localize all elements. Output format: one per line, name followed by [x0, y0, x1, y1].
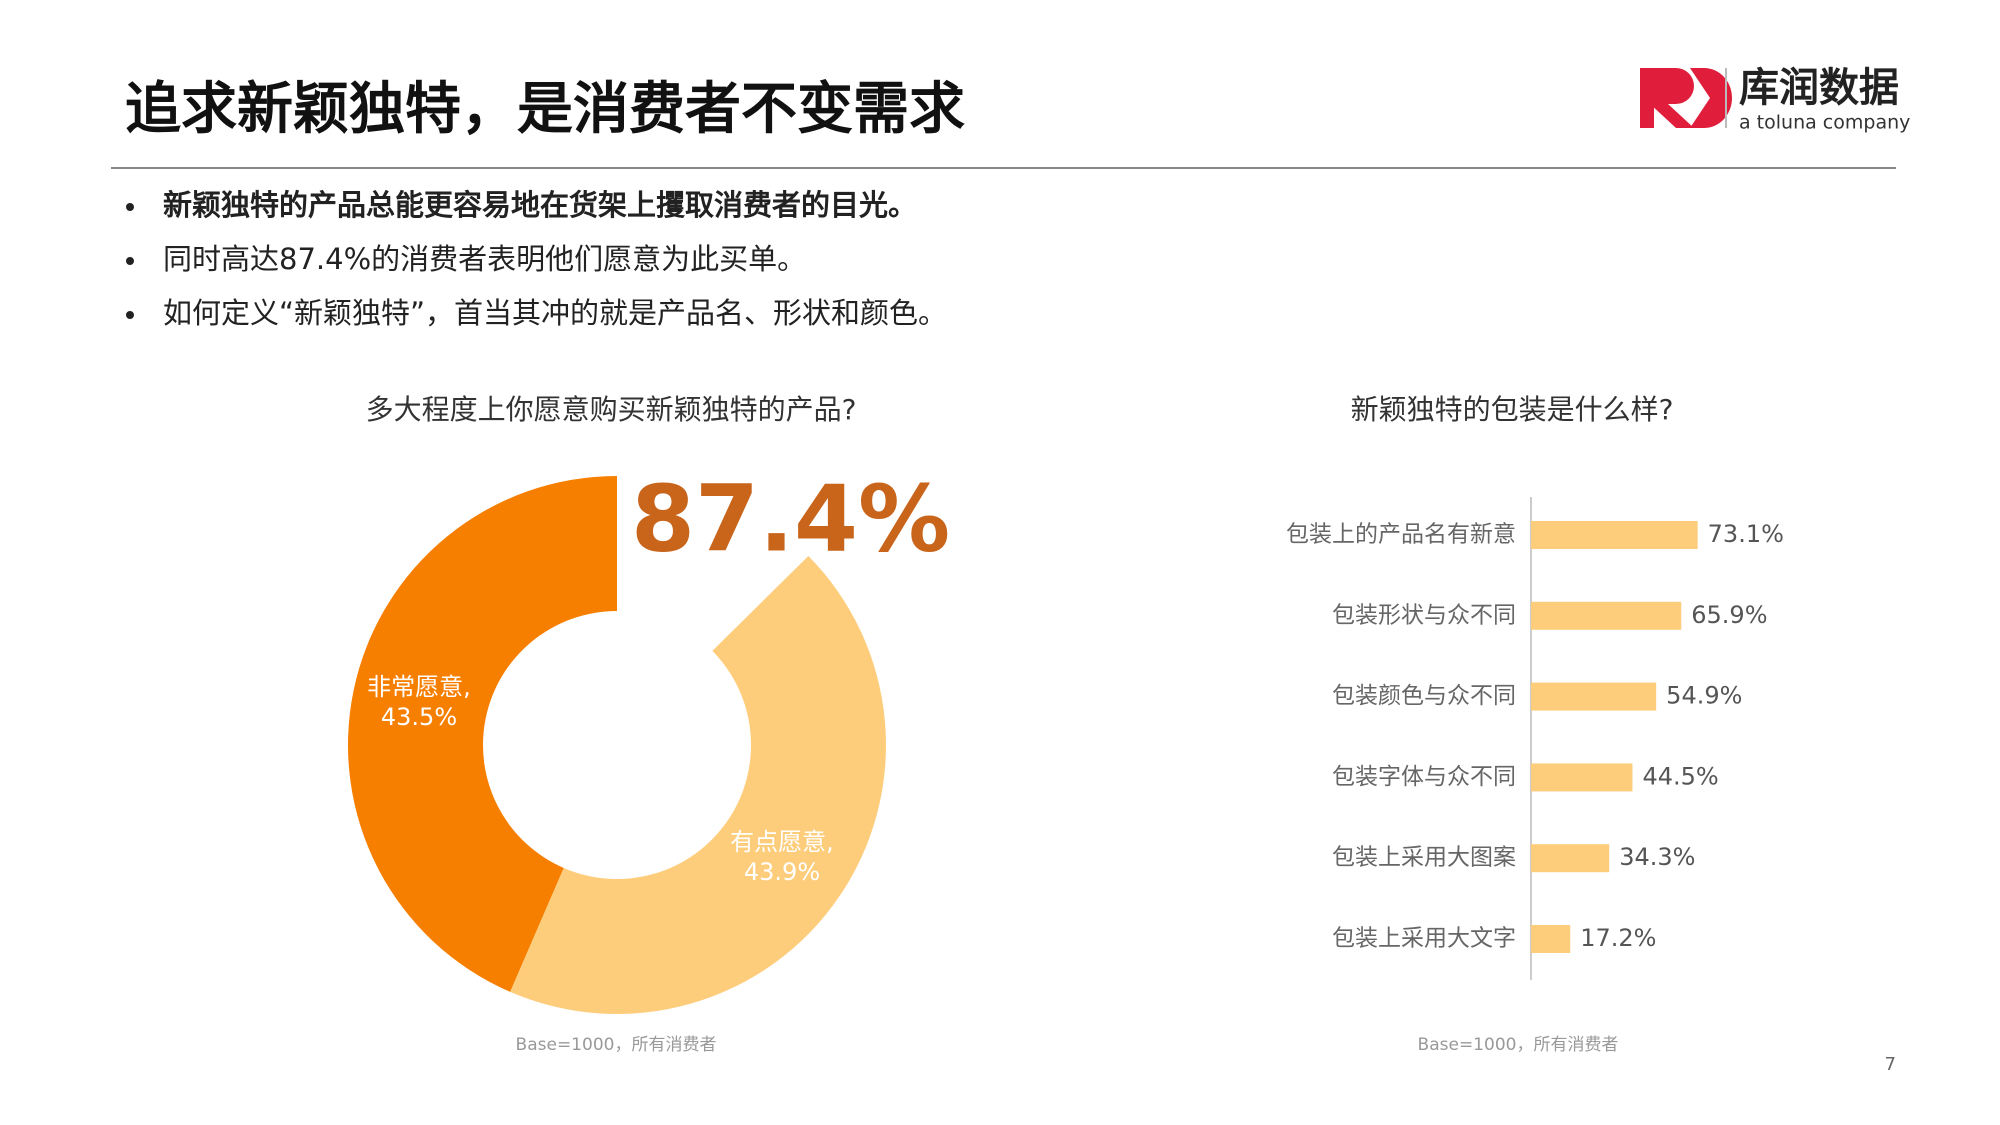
- chart-note: Base=1000，所有消费者: [516, 1035, 717, 1055]
- logo-tagline: a toluna company: [1739, 112, 1910, 134]
- chart-title: 多大程度上你愿意购买新颖独特的产品?: [366, 393, 857, 426]
- logo: 库润数据 a toluna company: [1640, 65, 1910, 134]
- bullet-list: 新颖独特的产品总能更容易地在货架上攫取消费者的目光。同时高达87.4%的消费者表…: [126, 188, 947, 330]
- value-label: 44.5%: [1642, 762, 1718, 790]
- value-label: 65.9%: [1691, 601, 1767, 629]
- bar: [1531, 925, 1571, 953]
- annotation: 87.4%: [631, 465, 950, 572]
- chart-note: Base=1000，所有消费者: [1418, 1035, 1619, 1055]
- value-label: 17.2%: [1580, 924, 1656, 952]
- slide-title: 追求新颖独特，是消费者不变需求: [125, 77, 965, 142]
- bullet-dot: [126, 311, 134, 319]
- segment-label: 非常愿意,: [367, 673, 471, 701]
- bullet-dot: [126, 257, 134, 265]
- bar: [1531, 601, 1682, 630]
- chart-title: 新颖独特的包装是什么样?: [1351, 393, 1674, 426]
- logo-name: 库润数据: [1739, 65, 1899, 111]
- bullet-dot: [126, 203, 134, 211]
- value-label: 34.3%: [1619, 843, 1695, 871]
- bullet-text: 如何定义“新颖独特”，首当其冲的就是产品名、形状和颜色。: [163, 296, 947, 330]
- category-label: 包装颜色与众不同: [1332, 683, 1516, 709]
- value-label: 43.9%: [744, 858, 820, 886]
- value-label: 54.9%: [1666, 682, 1742, 710]
- value-label: 73.1%: [1708, 520, 1784, 548]
- segment-label: 有点愿意,: [730, 828, 834, 856]
- donut-segment: [347, 476, 617, 992]
- category-label: 包装上的产品名有新意: [1286, 522, 1516, 548]
- category-label: 包装形状与众不同: [1332, 602, 1516, 628]
- bullet-text: 新颖独特的产品总能更容易地在货架上攫取消费者的目光。: [163, 188, 917, 222]
- bar: [1531, 763, 1633, 792]
- bar: [1531, 521, 1698, 549]
- value-label: 43.5%: [381, 703, 457, 731]
- logo-mark: [1640, 68, 1694, 128]
- category-label: 包装字体与众不同: [1332, 764, 1516, 790]
- logo-mark: [1690, 68, 1732, 128]
- category-label: 包装上采用大文字: [1332, 926, 1516, 952]
- bullet-text: 同时高达87.4%的消费者表明他们愿意为此买单。: [163, 242, 806, 276]
- bar: [1531, 844, 1610, 873]
- donut-segment: [510, 555, 886, 1014]
- page-number: 7: [1885, 1054, 1896, 1075]
- category-label: 包装上采用大图案: [1332, 845, 1516, 871]
- bar: [1531, 682, 1657, 711]
